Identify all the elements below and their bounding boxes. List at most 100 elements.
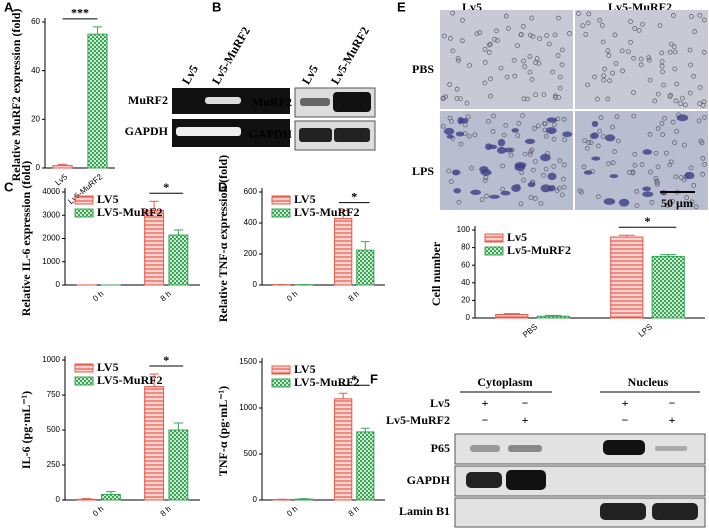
activated-cell [496, 146, 507, 154]
cell [530, 33, 536, 39]
y-tick-label: 1000 [42, 355, 60, 364]
lane-label: Lv5-MuRF2 [328, 24, 372, 86]
cell [691, 73, 696, 79]
cell [678, 101, 683, 107]
cell [612, 32, 618, 38]
cell [544, 33, 550, 38]
cell [529, 77, 535, 82]
band [652, 503, 698, 520]
cell [533, 159, 538, 164]
activated-cell [452, 169, 461, 176]
x-tick-label: 0 h [91, 289, 105, 303]
bar [294, 498, 313, 501]
cell [448, 36, 453, 41]
cell [557, 85, 563, 91]
cell [456, 199, 462, 205]
cell [543, 166, 549, 172]
activated-cell [562, 131, 573, 138]
bar [52, 165, 73, 169]
cell [494, 28, 499, 34]
cell [626, 49, 631, 55]
legend-swatch [271, 208, 291, 218]
cell [447, 82, 453, 87]
cell [486, 118, 491, 124]
cell [524, 96, 530, 102]
y-tick-label: 0 [466, 313, 471, 322]
activated-cell [609, 174, 619, 179]
cell [602, 66, 608, 72]
y-tick-label: 4000 [42, 187, 60, 196]
cell [561, 162, 567, 168]
cell [599, 23, 605, 28]
y-axis-label: Relative IL-6 expression (fold) [19, 161, 33, 316]
band [466, 472, 502, 488]
band [176, 127, 210, 136]
activated-cell [527, 182, 536, 188]
cell [522, 151, 528, 157]
cell [581, 164, 587, 170]
panel-label: F [370, 371, 378, 386]
cell [673, 98, 679, 104]
cell [500, 186, 505, 192]
blot-f: Cytoplasm Nucleus Lv5 Lv5-MuRF2 P65 GAPD… [386, 375, 706, 528]
legend-swatch [271, 378, 291, 388]
activated-cell [676, 114, 689, 122]
cell [665, 202, 671, 208]
cell [653, 175, 659, 181]
band [333, 92, 371, 112]
cell [699, 140, 705, 146]
y-tick-label: 0 [56, 495, 61, 504]
cell [560, 192, 565, 198]
cell [628, 19, 633, 24]
y-tick-label: 60 [31, 17, 40, 26]
cell [458, 141, 464, 147]
activated-cell [642, 186, 651, 192]
cell [536, 61, 542, 66]
cell [466, 133, 472, 139]
cell [454, 96, 460, 101]
activated-cell [514, 163, 526, 172]
cell [586, 140, 592, 145]
cell [459, 38, 465, 44]
cell [522, 64, 528, 70]
x-tick-label: 8 h [347, 289, 361, 303]
x-tick-label: 0 h [91, 504, 105, 518]
band [600, 503, 646, 520]
cell [594, 96, 600, 102]
cell [508, 152, 514, 158]
cell [446, 168, 452, 174]
y-tick-label: 20 [461, 296, 470, 305]
cell [689, 14, 694, 19]
legend-swatch [74, 363, 94, 373]
legend-swatch [74, 376, 94, 386]
bar [87, 33, 108, 169]
cell [605, 96, 611, 102]
blot-b: Lv5 Lv5-MuRF2 MuRF2 GAPDH [249, 24, 376, 151]
significance-label: * [645, 214, 651, 228]
cell [654, 181, 660, 187]
cell [692, 29, 698, 34]
cell [632, 26, 638, 31]
cell [467, 63, 472, 68]
cell [655, 91, 661, 97]
sign: + [522, 413, 529, 427]
activated-cell [480, 169, 492, 176]
activated-cell [511, 184, 521, 192]
cell [597, 128, 603, 134]
cell [551, 136, 557, 142]
bar [651, 255, 685, 319]
cell [535, 123, 541, 129]
cell [655, 126, 661, 131]
cell [541, 92, 547, 98]
cell [610, 160, 616, 166]
cell [672, 140, 677, 145]
cell [672, 49, 678, 55]
cell [515, 43, 520, 49]
cell [682, 142, 687, 148]
cell [552, 93, 558, 99]
cell [659, 50, 665, 56]
panel-label: E [397, 0, 406, 14]
cell [605, 161, 611, 167]
cell [610, 70, 616, 76]
cell [484, 193, 489, 199]
